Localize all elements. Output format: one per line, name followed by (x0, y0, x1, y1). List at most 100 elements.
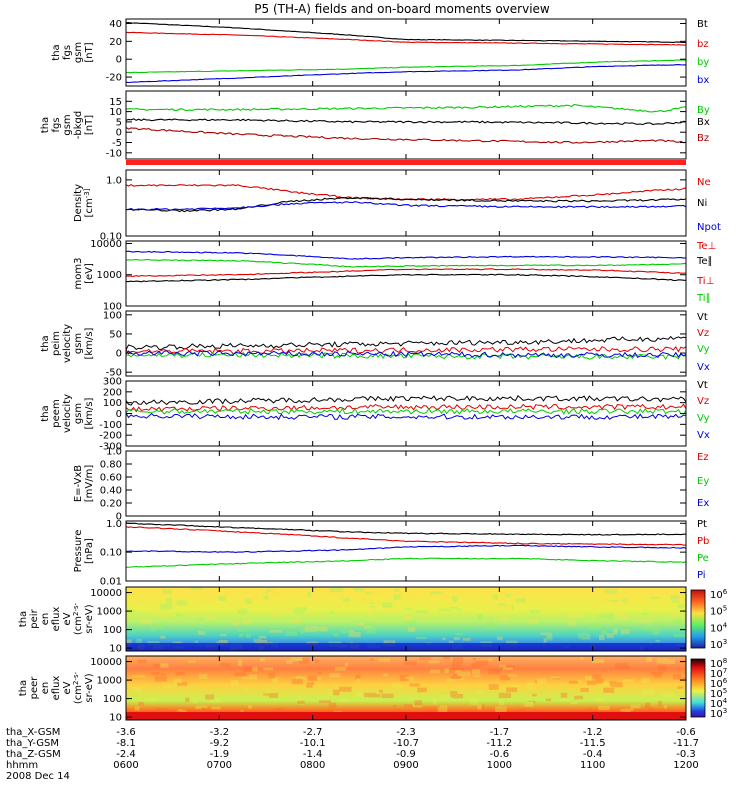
y-tick-label: 1.0 (106, 519, 122, 530)
y-axis-label-line: tha (40, 335, 51, 351)
y-axis-label-exponent: 2-s- (72, 602, 80, 616)
x-axis-row-value: -8.1 (116, 738, 136, 749)
spectrogram-cell (132, 675, 146, 678)
spectrogram-cell (201, 707, 207, 713)
y-axis-label: mom3[eV] (73, 258, 95, 290)
panel-9: 106 105 104 103 10000 1000 100 10 thapeireneflux… (18, 586, 728, 655)
y-tick-label: 0 (116, 409, 122, 420)
spectrogram-cell (479, 704, 485, 710)
spectrogram-cell (673, 633, 686, 638)
spectrogram-cell (569, 680, 578, 684)
colorbar-tick-exponent: 6 (723, 677, 728, 685)
legend-entry-Pe: Pe (697, 553, 709, 564)
series-line-Vz (125, 403, 687, 413)
spectrogram-cell (570, 701, 578, 705)
spectrogram-cell (314, 659, 319, 663)
y-axis-label-line: gsm (73, 42, 84, 63)
spectrogram-cell (580, 634, 590, 640)
series-line-Ti∥ (125, 259, 686, 268)
y-axis-label-line: eV (62, 681, 73, 694)
y-tick-label: 0 (116, 128, 122, 139)
spectrogram-cell (570, 614, 584, 618)
spectrogram-cell (409, 683, 420, 687)
spectrogram-cell (379, 593, 386, 597)
spectrogram-cell (295, 696, 305, 700)
spectrogram-cell (365, 591, 372, 595)
spectrogram-cell (297, 607, 307, 612)
spectrogram-cell (344, 662, 349, 667)
y-axis-label-line: -bkgd (73, 111, 84, 139)
spectrogram-cell (626, 596, 634, 601)
spectrogram-cell (218, 639, 228, 646)
spectrogram-cell (648, 707, 655, 713)
spectrogram-cell (379, 689, 383, 693)
y-axis-label-line: peem (51, 399, 62, 427)
spectrogram-cell (372, 604, 379, 608)
y-tick-label: 0.10 (100, 548, 122, 559)
spectrogram-cell (449, 606, 458, 610)
y-axis-label: Density[cm-3] (73, 184, 95, 222)
spectrogram-cell (654, 622, 668, 628)
spectrogram-cell (510, 590, 520, 596)
series-line-Vy (125, 407, 687, 415)
spectrogram-cell (618, 614, 629, 620)
spectrogram-cell (442, 594, 451, 597)
spectrogram-cell (496, 636, 503, 641)
series-line-Ne (125, 183, 687, 201)
y-tick-label: 10000 (90, 239, 122, 250)
x-axis-row-value: 0900 (393, 760, 418, 771)
spectrogram-cell (502, 667, 514, 670)
spectrogram-cell (601, 629, 608, 636)
y-tick-label: -100 (99, 420, 122, 431)
series-line-Vx (125, 412, 687, 421)
legend-entry-Bt: Bt (697, 19, 708, 30)
legend-entry-by: by (697, 57, 709, 68)
spectrogram-cell (245, 633, 251, 638)
spectrogram-cell (224, 591, 234, 597)
spectrogram-cell (173, 682, 177, 688)
spectrogram-cell (462, 637, 471, 641)
spectrogram-cell (162, 589, 172, 594)
spectrogram-cell (650, 672, 664, 675)
spectrogram-cell (197, 618, 204, 621)
spectrogram-cell (368, 605, 376, 612)
y-tick-label: 0.40 (100, 486, 122, 497)
spectrogram-cell (506, 687, 518, 693)
spectrogram-cell (454, 670, 461, 674)
spectrogram-cell (415, 610, 428, 614)
spectrogram-cell (451, 667, 465, 670)
spectrogram-fill (126, 587, 686, 651)
legend-entry-By: By (697, 105, 710, 116)
spectrogram-cell (320, 626, 326, 632)
spectrogram-cell (134, 706, 140, 711)
spectrogram-cell (332, 605, 343, 609)
spectrogram-cell (535, 680, 545, 684)
spectrogram-cell (231, 621, 239, 626)
spectrogram-cell (451, 661, 462, 667)
spectrogram-cell (150, 587, 156, 591)
spectrogram-cell (471, 662, 484, 667)
spectrogram-cell (358, 597, 368, 602)
y-axis-label-line: sr-eV) (84, 604, 95, 633)
spectrogram-cell (453, 637, 461, 641)
spectrogram-cell (218, 595, 227, 602)
spectrogram-cell (175, 671, 185, 676)
y-axis-label-line: Density (73, 184, 84, 222)
spectrogram-cell (613, 602, 626, 607)
legend-entry-Vt: Vt (697, 380, 708, 391)
spectrogram-cell (455, 632, 464, 636)
spectrogram-cell (663, 659, 676, 664)
spectrogram-cell (671, 600, 680, 603)
spectrogram-cell (152, 606, 158, 612)
spectrogram-cell (610, 682, 623, 688)
spectrogram-cell (138, 702, 144, 706)
series-line-bz (125, 31, 686, 46)
spectrogram-cell (248, 705, 253, 709)
spectrogram-cell (475, 660, 489, 666)
spectrogram-cell (661, 660, 670, 664)
spectrogram-cell (498, 692, 511, 699)
legend-entry-Vz: Vz (697, 328, 709, 339)
spectrogram-cell (440, 705, 448, 708)
spectrogram-cell (565, 615, 576, 619)
